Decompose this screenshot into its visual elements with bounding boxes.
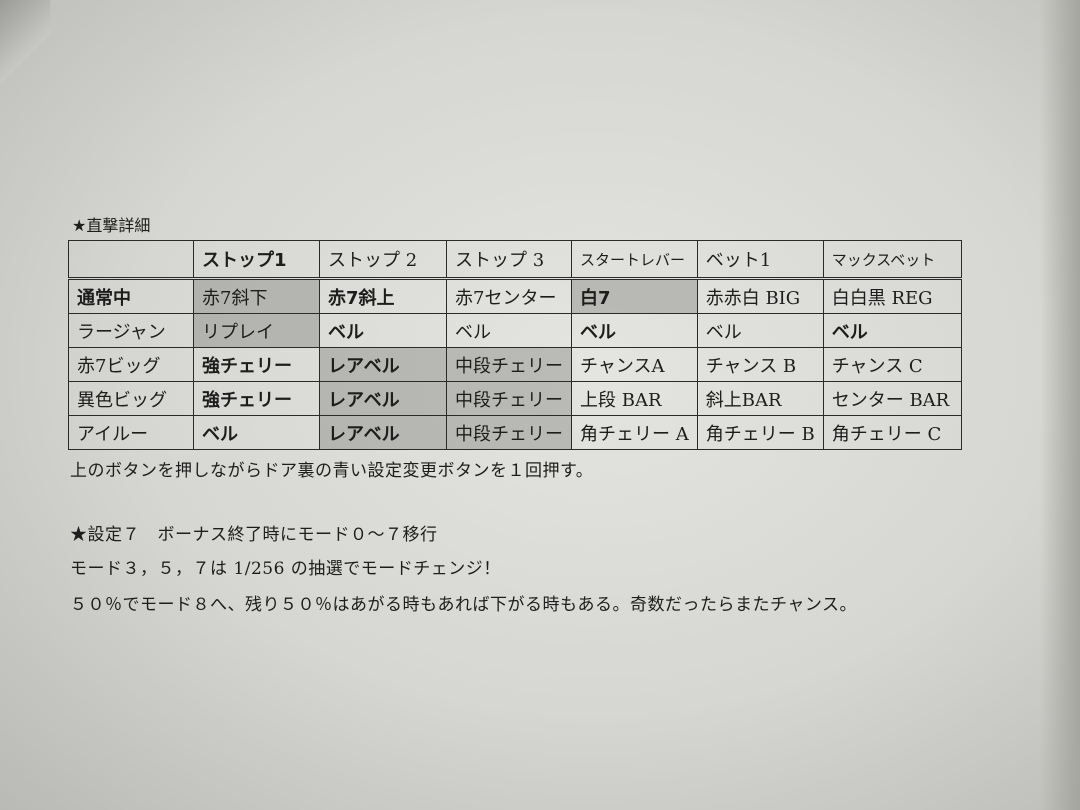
table-cell: 角チェリー C [822,415,962,450]
table-header-row: ストップ1 ストップ 2 ストップ 3 スタートレバー ベット1 マックスベット [68,240,962,280]
table-cell: ベル [319,313,447,348]
table-cell: レアベル [319,347,447,382]
row-label: 通常中 [68,278,194,314]
table-cell: 白7 [571,278,698,314]
paper-shadow [1040,0,1080,810]
table-row: アイルー ベル レアベル 中段チェリー 角チェリー A 角チェリー B 角チェリ… [68,415,962,450]
header-cell: マックスベット [822,240,962,280]
paper-fold [0,0,50,90]
section-title-direct-hit: ★直撃詳細 [72,216,151,235]
section-title-setting7: ★設定７ ボーナス終了時にモード０～７移行 [70,525,438,545]
table-cell: 強チェリー [193,347,320,382]
table-cell: 白白黒 REG [822,278,962,314]
mode-change-text: モード３，５，７は 1/256 の抽選でモードチェンジ！ [70,559,501,579]
header-cell: ストップ 2 [319,240,447,280]
row-label: アイルー [68,415,194,450]
table-row: ラージャン リプレイ ベル ベル ベル ベル ベル [68,313,962,348]
table-cell: ベル [193,415,320,450]
row-label: 赤7ビッグ [68,347,194,382]
header-cell: ベット1 [696,240,824,280]
table-cell: チャンス C [822,347,962,382]
header-cell: ストップ1 [193,240,320,280]
table-row: 通常中 赤7斜下 赤7斜上 赤7センター 白7 赤赤白 BIG 白白黒 REG [68,278,962,314]
table-cell: リプレイ [193,313,320,348]
table-cell: チャンスA [571,347,698,382]
mode8-text: ５０％でモード８へ、残り５０％はあがる時もあれば下がる時もある。奇数だったらまた… [70,595,857,615]
table-cell: ベル [571,313,698,348]
table-cell: 強チェリー [193,381,320,416]
header-cell: ストップ 3 [446,240,572,280]
table-cell: センター BAR [822,381,962,416]
header-cell: スタートレバー [571,240,698,280]
table-cell: レアベル [319,381,447,416]
table-cell: 角チェリー A [571,415,698,450]
direct-hit-table: ストップ1 ストップ 2 ストップ 3 スタートレバー ベット1 マックスベット… [68,240,962,450]
table-row: 赤7ビッグ 強チェリー レアベル 中段チェリー チャンスA チャンス B チャン… [68,347,962,382]
table-cell: 赤赤白 BIG [696,278,824,314]
table-cell: 赤7斜下 [193,278,320,314]
table-cell: 中段チェリー [446,381,572,416]
table-cell: ベル [446,313,572,348]
table-row: 異色ビッグ 強チェリー レアベル 中段チェリー 上段 BAR 斜上BAR センタ… [68,381,962,416]
table-cell: 角チェリー B [696,415,824,450]
table-cell: 赤7斜上 [319,278,447,314]
header-cell [68,240,194,280]
table-cell: 赤7センター [446,278,572,314]
table-cell: 上段 BAR [571,381,698,416]
row-label: 異色ビッグ [68,381,194,416]
table-cell: 中段チェリー [446,415,572,450]
table-cell: レアベル [319,415,447,450]
table-cell: ベル [696,313,824,348]
table-cell: 中段チェリー [446,347,572,382]
instruction-note: 上のボタンを押しながらドア裏の青い設定変更ボタンを１回押す。 [70,461,594,481]
row-label: ラージャン [68,313,194,348]
table-cell: チャンス B [696,347,824,382]
table-cell: ベル [822,313,962,348]
table-cell: 斜上BAR [696,381,824,416]
